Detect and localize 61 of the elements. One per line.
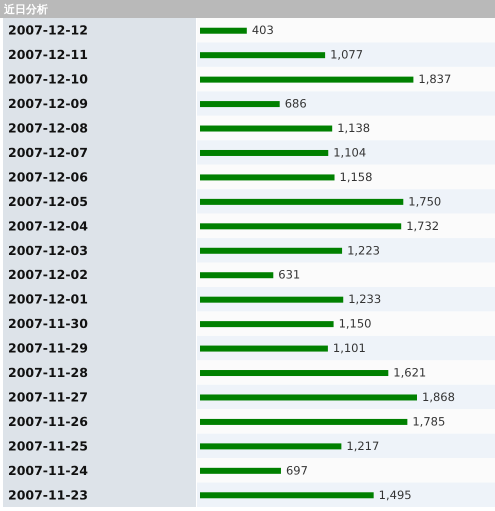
data-label: 686 (284, 96, 307, 111)
bar (200, 296, 344, 303)
data-label: 1,868 (422, 390, 455, 404)
y-tick-label: 2007-11-29 (8, 340, 88, 356)
data-label: 1,217 (346, 438, 380, 453)
bar (200, 321, 334, 328)
y-tick-label: 2007-12-06 (8, 169, 88, 184)
y-tick-label: 2007-12-09 (8, 96, 88, 112)
y-tick-label: 2007-11-27 (8, 389, 88, 404)
bar (200, 418, 408, 425)
bar (200, 272, 274, 278)
bar (200, 370, 388, 376)
y-tick-label: 2007-12-05 (8, 194, 88, 209)
data-label: 1,785 (412, 414, 446, 428)
bar (200, 126, 332, 132)
bar (200, 248, 342, 254)
bar (200, 101, 280, 108)
bar (200, 174, 335, 180)
bar (200, 468, 281, 474)
data-label: 1,150 (338, 316, 372, 331)
data-label: 1,621 (393, 366, 426, 380)
data-label: 1,101 (332, 341, 366, 356)
y-tick-label: 2007-11-28 (8, 365, 88, 380)
data-label: 403 (252, 23, 274, 38)
bar (200, 28, 247, 34)
y-tick-label: 2007-12-04 (8, 218, 88, 234)
bar (200, 52, 326, 58)
y-tick-label: 2007-12-02 (8, 267, 88, 282)
data-label: 1,495 (378, 488, 412, 502)
data-label: 1,223 (347, 243, 380, 258)
data-label: 1,750 (408, 194, 442, 208)
data-label: 631 (278, 268, 300, 282)
data-label: 1,158 (340, 170, 372, 184)
bar (200, 223, 402, 230)
y-tick-label: 2007-12-10 (8, 72, 88, 87)
y-tick-label: 2007-11-23 (8, 487, 88, 502)
y-tick-label: 2007-11-26 (8, 414, 88, 429)
bar (200, 492, 374, 498)
y-tick-label: 2007-12-08 (8, 120, 88, 136)
y-tick-label: 2007-11-24 (8, 462, 88, 478)
bar (200, 443, 342, 450)
y-tick-label: 2007-12-07 (8, 144, 88, 160)
bar (200, 198, 404, 205)
y-tick-label: 2007-12-01 (8, 292, 88, 307)
bar (200, 76, 414, 83)
y-tick-label: 2007-12-11 (8, 47, 88, 62)
bar (200, 394, 417, 400)
data-label: 1,837 (418, 72, 452, 86)
data-label: 1,233 (348, 292, 382, 306)
y-tick-label: 2007-12-03 (8, 242, 88, 258)
y-tick-label: 2007-11-25 (8, 438, 88, 454)
data-label: 697 (286, 463, 308, 478)
y-tick-label: 2007-12-12 (8, 22, 88, 38)
data-label: 1,104 (333, 145, 366, 160)
bar (200, 346, 328, 352)
data-label: 1,732 (406, 218, 440, 233)
data-label: 1,138 (337, 121, 370, 136)
y-tick-label: 2007-11-30 (8, 316, 88, 332)
text: 近日分析 (3, 3, 48, 16)
data-label: 1,077 (330, 48, 364, 62)
bar (200, 150, 328, 156)
